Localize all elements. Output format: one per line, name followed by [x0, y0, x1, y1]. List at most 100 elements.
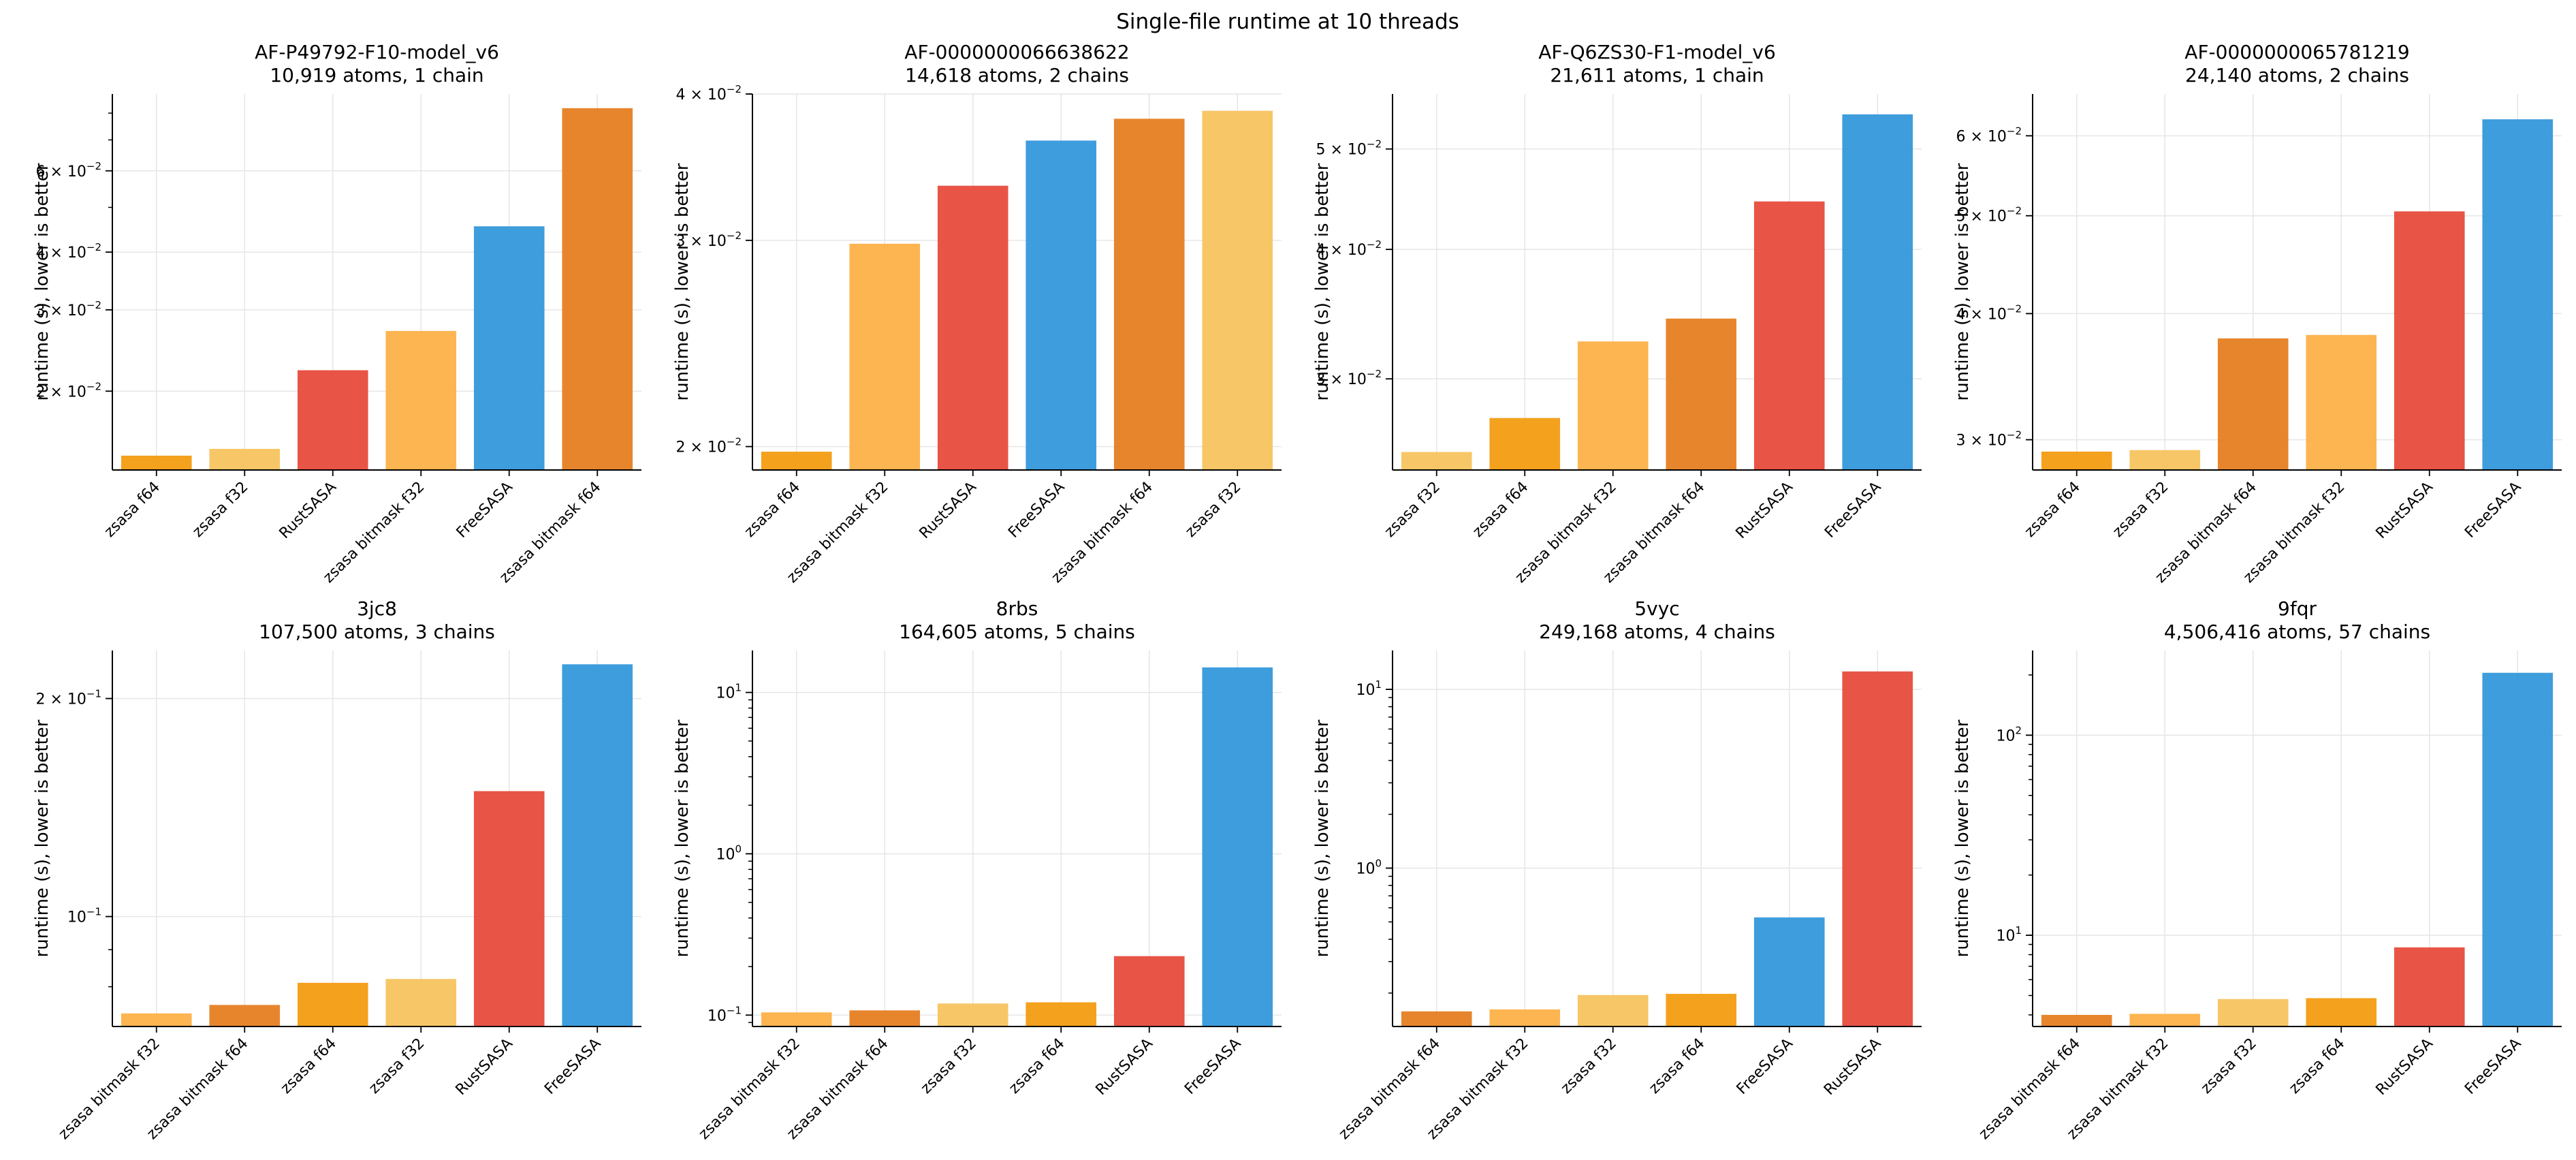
- x-tick-label: zsasa bitmask f64: [1600, 479, 1708, 586]
- bar: [1753, 917, 1825, 1026]
- panel-title: AF-0000000066638622: [904, 41, 1129, 63]
- bar: [1666, 994, 1737, 1026]
- bar: [2306, 998, 2377, 1026]
- bar: [1489, 418, 1561, 470]
- bar: [1753, 201, 1825, 470]
- x-tick-label: zsasa f64: [742, 479, 804, 541]
- bar: [473, 226, 545, 470]
- bar: [473, 791, 545, 1026]
- bar: [209, 1005, 281, 1026]
- y-tick-label: 6 × 10−2: [1956, 125, 2022, 145]
- bar: [1577, 341, 1649, 470]
- bar: [2217, 999, 2289, 1026]
- x-tick-label: RustSASA: [2373, 1035, 2436, 1099]
- x-tick-label: zsasa bitmask f32: [784, 479, 891, 586]
- panel-subtitle: 21,611 atoms, 1 chain: [1550, 64, 1764, 87]
- y-axis-label: runtime (s), lower is better: [1312, 719, 1333, 957]
- bar: [1113, 119, 1185, 470]
- y-tick-label: 5 × 10−2: [1316, 138, 1382, 159]
- x-tick-label: zsasa f64: [2286, 1035, 2348, 1097]
- bar: [297, 370, 368, 470]
- x-tick-label: zsasa bitmask f64: [144, 1035, 251, 1143]
- x-tick-label: FreeSASA: [1181, 1035, 1244, 1098]
- x-tick-label: zsasa f32: [1382, 479, 1444, 541]
- panel-title: 3jc8: [357, 597, 397, 620]
- x-tick-label: zsasa f32: [918, 1035, 980, 1097]
- x-tick-label: FreeSASA: [1734, 1035, 1796, 1098]
- panel-title: 8rbs: [996, 597, 1038, 620]
- panel-title: AF-P49792-F10-model_v6: [255, 41, 499, 63]
- x-tick-label: RustSASA: [1733, 479, 1796, 542]
- panel-subtitle: 14,618 atoms, 2 chains: [905, 64, 1129, 87]
- bar: [2129, 1014, 2201, 1026]
- x-tick-label: RustSASA: [276, 479, 340, 542]
- bar: [1577, 994, 1649, 1026]
- y-axis-label: runtime (s), lower is better: [32, 719, 52, 957]
- y-axis-label: runtime (s), lower is better: [1952, 719, 1973, 957]
- x-tick-label: FreeSASA: [2462, 479, 2524, 542]
- y-axis-label: runtime (s), lower is better: [32, 163, 52, 401]
- bar: [1202, 110, 1273, 470]
- bar: [121, 1013, 192, 1026]
- bar: [761, 452, 832, 470]
- bar: [1842, 114, 1913, 470]
- bar: [1025, 1002, 1097, 1026]
- bar: [1401, 1011, 1472, 1026]
- x-tick-label: zsasa f32: [366, 1035, 428, 1097]
- panel-subtitle: 164,605 atoms, 5 chains: [899, 621, 1135, 643]
- bar: [1842, 671, 1913, 1026]
- figure-title: Single-file runtime at 10 threads: [1116, 10, 1459, 34]
- x-tick-label: zsasa bitmask f32: [2064, 1035, 2172, 1143]
- y-tick-label: 10−1: [707, 1004, 742, 1024]
- bar: [121, 455, 192, 470]
- y-axis-label: runtime (s), lower is better: [672, 163, 693, 401]
- bar: [849, 243, 921, 470]
- x-tick-label: FreeSASA: [1005, 479, 1068, 542]
- bar: [562, 664, 633, 1026]
- x-tick-label: zsasa bitmask f32: [320, 479, 428, 586]
- panel-subtitle: 10,919 atoms, 1 chain: [270, 64, 483, 87]
- x-tick-label: zsasa f64: [1006, 1035, 1068, 1097]
- x-tick-label: RustSASA: [453, 1035, 516, 1099]
- y-tick-label: 4 × 10−2: [35, 241, 101, 262]
- bar: [2129, 450, 2201, 470]
- x-tick-label: zsasa bitmask f64: [1049, 479, 1156, 586]
- x-tick-label: zsasa f32: [2198, 1035, 2260, 1097]
- y-tick-label: 101: [1996, 924, 2022, 945]
- x-tick-label: zsasa bitmask f64: [496, 479, 604, 586]
- panel-title: 5vyc: [1634, 597, 1679, 620]
- bar: [937, 185, 1008, 470]
- bar: [297, 982, 368, 1026]
- bar: [2482, 672, 2554, 1026]
- x-tick-label: zsasa bitmask f64: [784, 1035, 891, 1143]
- bar: [1489, 1009, 1561, 1026]
- x-tick-label: zsasa f32: [189, 479, 251, 541]
- x-tick-label: zsasa f32: [2110, 479, 2172, 541]
- bar: [2394, 211, 2465, 470]
- y-tick-label: 5 × 10−2: [1956, 205, 2022, 225]
- y-tick-label: 4 × 10−2: [1316, 238, 1382, 259]
- y-tick-label: 3 × 10−2: [675, 230, 742, 250]
- bar: [385, 979, 457, 1026]
- y-tick-label: 3 × 10−2: [1316, 368, 1382, 388]
- x-tick-label: zsasa f64: [1646, 1035, 1708, 1097]
- panel-subtitle: 107,500 atoms, 3 chains: [259, 621, 495, 643]
- x-tick-label: zsasa f64: [2022, 479, 2084, 541]
- y-tick-label: 2 × 10−2: [35, 380, 101, 401]
- bar: [2041, 1014, 2112, 1026]
- y-axis-label: runtime (s), lower is better: [1952, 163, 1973, 401]
- bar: [1401, 452, 1472, 470]
- y-axis-label: runtime (s), lower is better: [1312, 163, 1333, 401]
- x-tick-label: FreeSASA: [541, 1035, 604, 1098]
- y-tick-label: 3 × 10−2: [35, 299, 101, 319]
- y-tick-label: 101: [1356, 678, 1382, 699]
- bar: [849, 1010, 921, 1026]
- x-tick-label: RustSASA: [1093, 1035, 1156, 1099]
